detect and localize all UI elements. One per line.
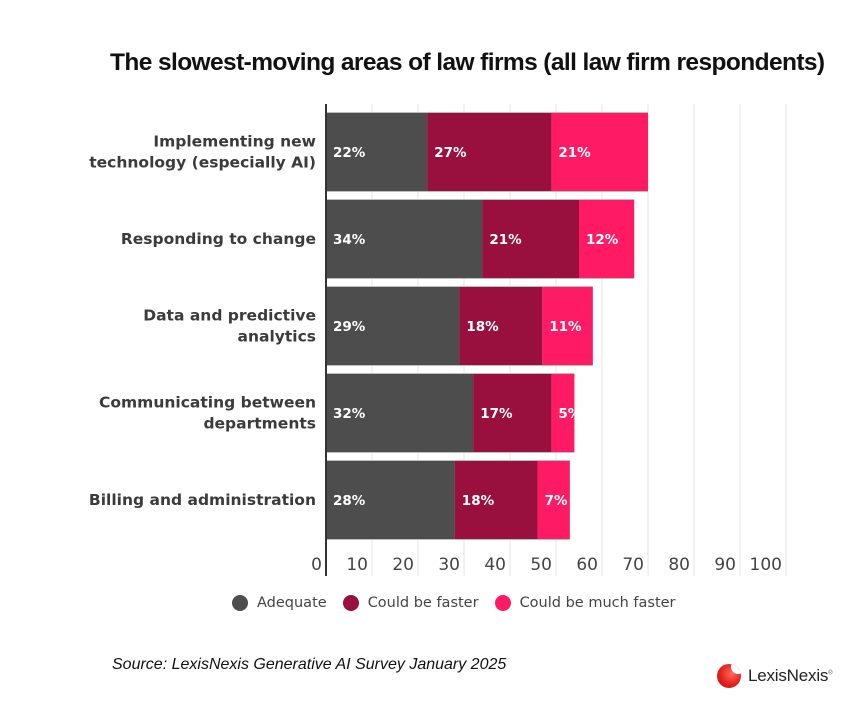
category-label-line: Implementing new — [153, 133, 316, 151]
category-label: Data and predictive analytics — [143, 307, 316, 346]
data-label: 32% — [333, 406, 366, 422]
x-tick-label: 40 — [484, 555, 506, 575]
bar-segment-could-be-faster — [454, 461, 538, 539]
stacked-bar-chart: 22% 27% 21% 34% 21% 12% 29% 18% 11% 32% 17% 5% 28% 18… — [89, 104, 787, 576]
category-label: Billing and administration — [89, 491, 316, 509]
logo-name: LexisNexis — [748, 666, 829, 685]
data-label: 34% — [333, 232, 366, 248]
bar-segment-could-be-much-faster — [537, 461, 570, 539]
category-label-line: analytics — [237, 328, 316, 346]
data-label: 18% — [466, 319, 499, 335]
x-tick-label: 30 — [438, 555, 460, 575]
x-tick-label: 80 — [668, 555, 690, 575]
x-tick-label: 90 — [714, 555, 736, 575]
legend-item-adequate: Adequate — [232, 595, 327, 611]
bar-segment-could-be-faster — [473, 374, 552, 452]
bar-segment-adequate — [326, 287, 460, 365]
data-label: 28% — [333, 493, 366, 509]
bar-segment-could-be-faster — [482, 200, 579, 278]
data-label: 21% — [489, 232, 522, 248]
data-label: 17% — [480, 406, 513, 422]
data-label: 12% — [586, 232, 619, 248]
x-tick-label: 60 — [576, 555, 598, 575]
bar-segment-could-be-much-faster — [551, 113, 648, 191]
bar-segment-could-be-faster — [427, 113, 552, 191]
bar-segment-adequate — [326, 200, 483, 278]
category-label-line: departments — [203, 415, 316, 433]
logo-text: LexisNexis® — [748, 666, 833, 686]
category-label: Communicating between departments — [99, 394, 316, 433]
lexisnexis-logo-icon — [717, 664, 741, 688]
x-tick-label: 10 — [346, 555, 368, 575]
data-label: 27% — [434, 145, 467, 161]
logo-registered-mark: ® — [828, 670, 833, 677]
x-tick-label: 70 — [622, 555, 644, 575]
data-label: 11% — [549, 319, 582, 335]
category-label-line: Data and predictive — [143, 307, 316, 325]
x-tick-label: 0 — [311, 555, 322, 575]
bar-segment-adequate — [326, 461, 455, 539]
legend-swatch-could-be-much-faster — [494, 595, 511, 611]
legend-item-could-be-much-faster: Could be much faster — [494, 595, 676, 611]
legend-label-could-be-faster: Could be faster — [367, 595, 479, 611]
data-label: 7% — [545, 493, 568, 509]
legend-label-adequate: Adequate — [257, 595, 327, 611]
legend-swatch-could-be-faster — [342, 595, 359, 611]
lexisnexis-logo: LexisNexis® — [717, 664, 833, 688]
category-label-line: Billing and administration — [89, 491, 316, 509]
legend-swatch-adequate — [232, 595, 248, 611]
data-label: 29% — [333, 319, 366, 335]
category-label: Implementing new technology (especially A… — [89, 133, 316, 172]
data-label: 5% — [558, 406, 581, 422]
source-note: Source: LexisNexis Generative AI Survey … — [112, 656, 507, 673]
x-tick-label: 100 — [750, 555, 782, 575]
bar-segment-adequate — [326, 113, 428, 191]
bar-segment-could-be-much-faster — [551, 374, 575, 452]
legend-label-could-be-much-faster: Could be much faster — [519, 595, 676, 611]
bar-segment-could-be-much-faster — [542, 287, 593, 365]
x-tick-label: 20 — [392, 555, 414, 575]
category-label-line: Responding to change — [121, 230, 316, 248]
bar-segment-adequate — [326, 374, 474, 452]
data-label: 21% — [558, 145, 591, 161]
legend: Adequate Could be faster Could be much f… — [232, 595, 692, 611]
data-label: 22% — [333, 145, 366, 161]
category-label-line: Communicating between — [99, 394, 316, 412]
bar-segment-could-be-faster — [459, 287, 543, 365]
x-tick-label: 50 — [530, 555, 552, 575]
bar-segment-could-be-much-faster — [579, 200, 635, 278]
chart-title: The slowest-moving areas of law firms (a… — [110, 49, 825, 76]
category-label: Responding to change — [121, 230, 316, 248]
legend-item-could-be-faster: Could be faster — [342, 595, 479, 611]
category-label-line: technology (especially AI) — [89, 154, 316, 172]
data-label: 18% — [462, 493, 495, 509]
